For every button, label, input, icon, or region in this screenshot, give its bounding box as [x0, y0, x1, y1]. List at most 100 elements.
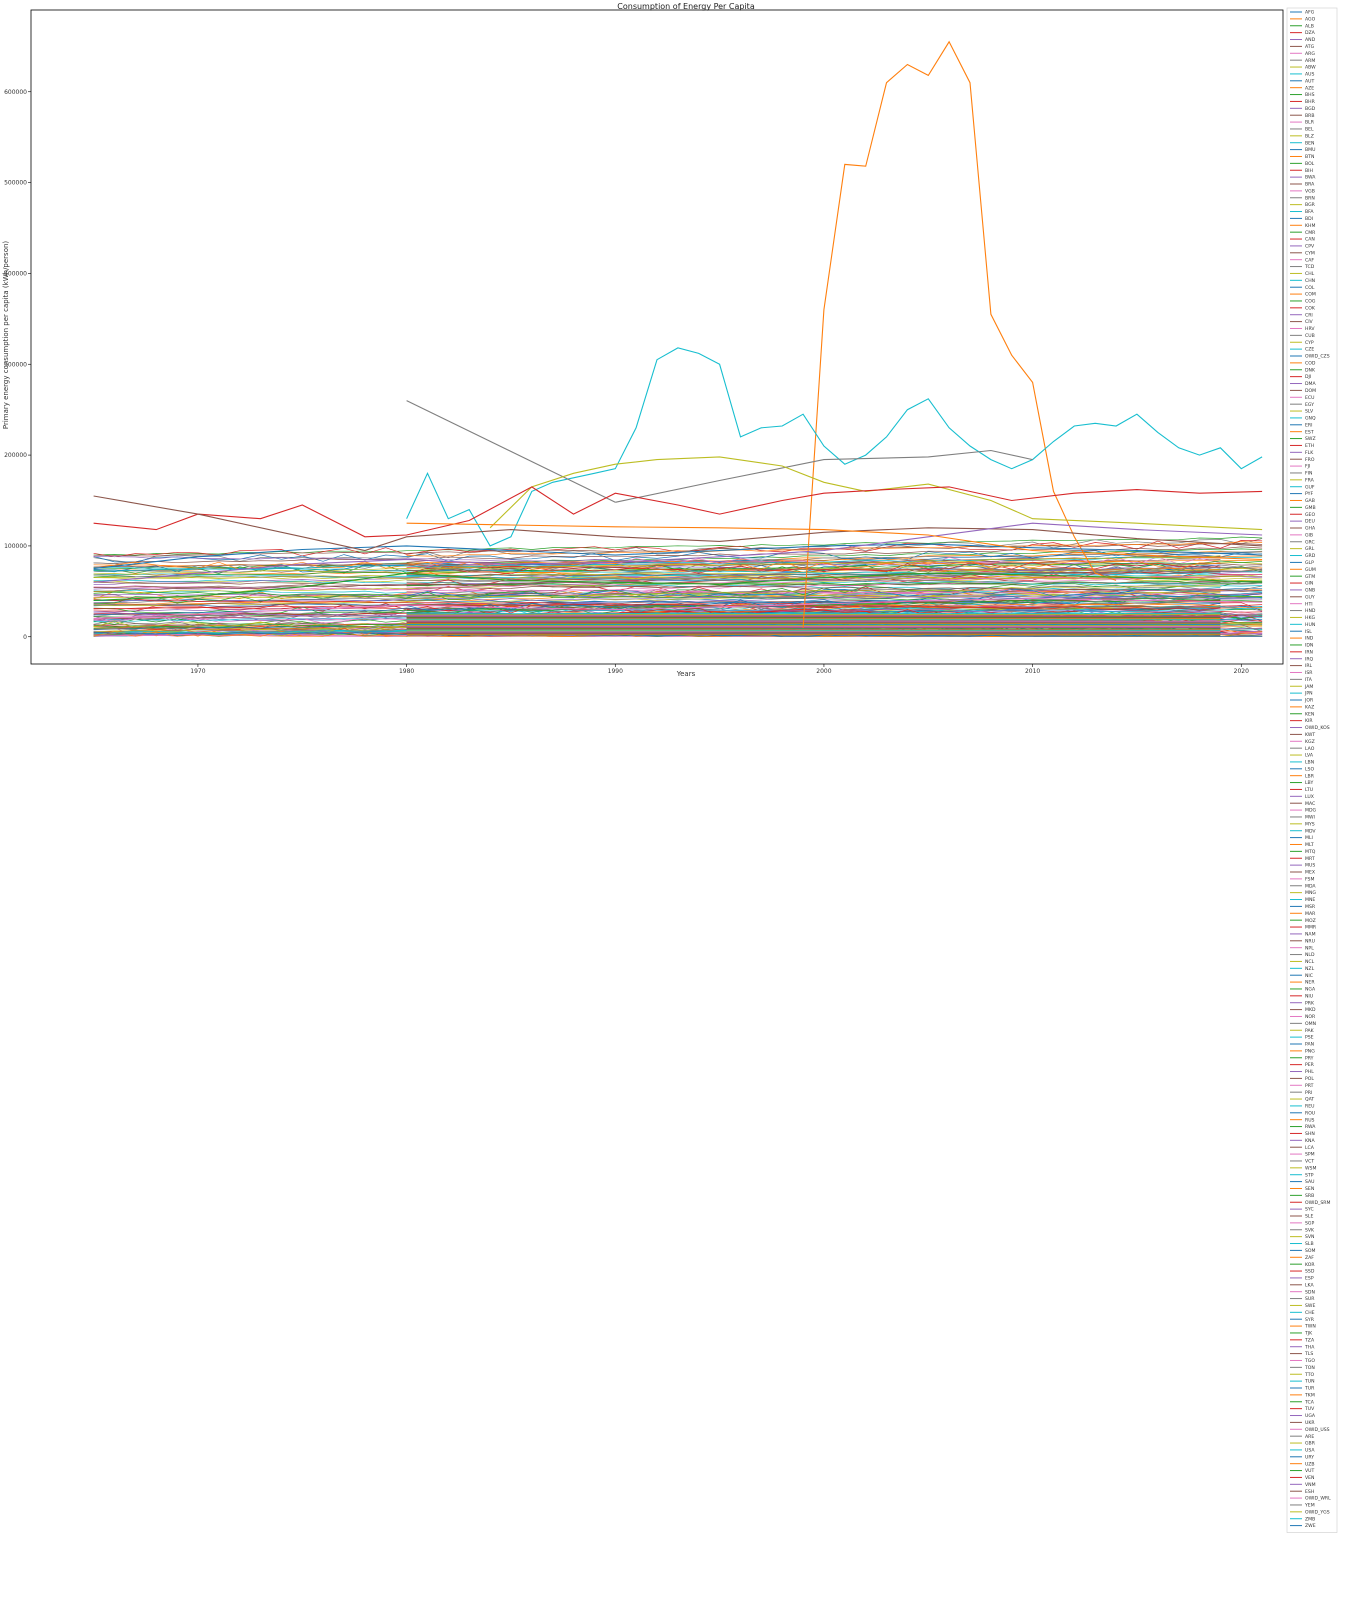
legend-entry-label: PAN — [1305, 1042, 1314, 1048]
legend-entry-label: AUT — [1305, 78, 1315, 84]
series-line — [93, 592, 1221, 606]
legend-entry-label: SVN — [1305, 1234, 1315, 1240]
y-tick-label: 600000 — [4, 89, 27, 96]
legend-entry-label: QAT — [1305, 1097, 1314, 1103]
legend-entry-label: CZE — [1305, 347, 1314, 353]
legend-entry-label: MAR — [1305, 911, 1316, 917]
legend-entry-label: BFA — [1305, 209, 1314, 215]
series-line — [93, 631, 1263, 638]
legend-entry-label: BHR — [1305, 99, 1316, 105]
highlighted-series-line — [802, 40, 1117, 628]
series-line — [93, 556, 1221, 566]
legend-entry-label: LBR — [1305, 773, 1315, 779]
series-line — [93, 599, 1221, 610]
legend-entry-label: SLE — [1305, 1214, 1313, 1220]
legend-entry-label: CHN — [1305, 278, 1315, 284]
legend-entry-label: MNE — [1305, 897, 1315, 903]
chart-title: Consumption of Energy Per Capita — [617, 2, 755, 11]
legend-entry-label: ALB — [1305, 23, 1314, 29]
legend-entry-label: BIH — [1305, 168, 1313, 174]
x-tick-label: 1980 — [399, 668, 414, 675]
plot-area-frame — [30, 9, 1284, 665]
legend-entry-label: AND — [1305, 37, 1316, 43]
legend-entry-label: COD — [1305, 360, 1316, 366]
legend-entry-label: SOM — [1305, 1248, 1316, 1254]
legend-entry-label: VCT — [1305, 1159, 1314, 1165]
series-line — [406, 571, 1221, 577]
legend-entry-label: IRQ — [1305, 656, 1314, 662]
legend-entry-label: SYC — [1305, 1207, 1314, 1213]
legend-entry-label: MMR — [1305, 925, 1317, 931]
legend-entry-label: MSR — [1305, 904, 1316, 910]
legend-entry-label: COM — [1305, 292, 1316, 298]
legend-entry-label: JPN — [1304, 691, 1313, 697]
legend-entry-label: ISL — [1305, 629, 1312, 635]
highlighted-series-line — [93, 543, 1263, 570]
legend-entry-label: MUS — [1305, 863, 1315, 869]
legend-entry-label: OWID_KOS — [1305, 725, 1330, 731]
legend-entry-label: DZA — [1305, 30, 1316, 36]
legend-entry-label: TGO — [1304, 1358, 1315, 1364]
x-axis-label: Years — [676, 670, 696, 678]
legend-entry-label: GAB — [1305, 498, 1315, 504]
legend-entry-label: SWE — [1305, 1303, 1315, 1309]
legend-entry-label: MLT — [1305, 842, 1314, 848]
legend-entry-label: CAN — [1305, 237, 1315, 243]
highlighted-series-line — [93, 572, 1263, 601]
legend-entry-label: ARE — [1305, 1434, 1314, 1440]
legend-entry-label: DNK — [1305, 367, 1316, 373]
legend-entry-label: BEN — [1305, 140, 1315, 146]
legend-entry-label: NRU — [1305, 938, 1315, 944]
series-line — [93, 556, 1263, 572]
legend-entry-label: LAO — [1305, 746, 1315, 752]
legend-entry-label: OWID_SRM — [1305, 1200, 1330, 1206]
series-line — [406, 576, 1221, 594]
legend-entry-label: ROU — [1305, 1110, 1315, 1116]
series-line — [406, 608, 1221, 613]
legend-entry-label: TUN — [1304, 1379, 1315, 1385]
legend-entry-label: UKR — [1305, 1420, 1315, 1426]
legend-entry-label: MYS — [1305, 821, 1315, 827]
legend-entry-label: MDV — [1305, 828, 1316, 834]
legend-entry-label: SYR — [1305, 1317, 1315, 1323]
legend-entry-label: OWID_YGS — [1305, 1509, 1330, 1515]
legend-entry-label: KIR — [1305, 718, 1313, 724]
legend-entry-label: DOM — [1305, 388, 1316, 394]
legend-entry-label: TUV — [1304, 1406, 1315, 1412]
legend-entry-label: BRA — [1305, 182, 1315, 188]
legend-entry-label: ETH — [1305, 443, 1314, 449]
legend-entry-label: LUX — [1305, 794, 1314, 800]
legend-entry-label: GTM — [1305, 574, 1315, 580]
legend-entry-label: CPV — [1305, 244, 1315, 250]
legend-entry-label: SWZ — [1305, 436, 1316, 442]
legend-entry-label: SHN — [1305, 1131, 1315, 1137]
legend-entry-label: PRT — [1305, 1083, 1314, 1089]
legend-entry-label: JAM — [1304, 684, 1313, 690]
x-tick-label: 1970 — [190, 668, 205, 675]
legend-entry-label: LCA — [1305, 1145, 1315, 1151]
legend-entry-label: SSD — [1305, 1269, 1315, 1275]
y-tick-label: 300000 — [4, 361, 27, 368]
highlighted-series-line — [93, 486, 1263, 538]
legend-entry-label: URY — [1305, 1454, 1314, 1460]
legend-entry-label: POL — [1305, 1076, 1314, 1082]
legend-entry-label: SDN — [1305, 1289, 1315, 1295]
series-line — [93, 580, 1263, 605]
legend-entry-label: PER — [1305, 1062, 1315, 1068]
legend-entry-label: GLP — [1305, 560, 1314, 566]
legend-entry-label: MTQ — [1305, 849, 1316, 855]
legend-entry-label: BDI — [1305, 216, 1313, 222]
legend-entry-label: FSM — [1305, 876, 1314, 882]
legend-entry-label: GUY — [1305, 594, 1315, 600]
legend-entry-label: USA — [1305, 1448, 1315, 1454]
legend-entry-label: MKD — [1305, 1007, 1316, 1013]
legend-entry-label: SUR — [1305, 1296, 1315, 1302]
legend-entry-label: TLS — [1304, 1351, 1313, 1357]
legend-entry-label: LKA — [1305, 1282, 1314, 1288]
legend: AFGAGOALBDZAANDATGARGARMABWAUSAUTAZEBHSB… — [1290, 10, 1331, 1529]
legend-entry-label: BMU — [1305, 147, 1315, 153]
legend-entry-label: OMN — [1305, 1021, 1316, 1027]
legend-entry-label: TZA — [1304, 1337, 1315, 1343]
legend-entry-label: DJI — [1305, 374, 1311, 380]
background-series-group — [93, 536, 1263, 638]
